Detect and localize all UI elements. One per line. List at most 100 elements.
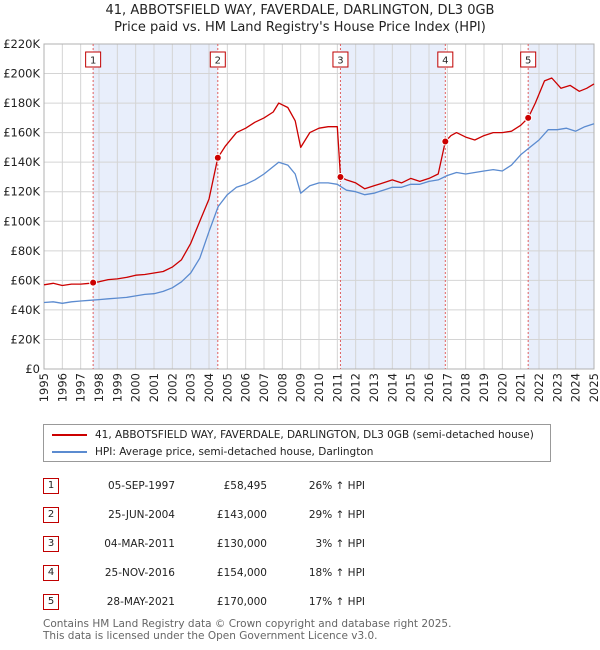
transaction-date: 25-JUN-2004 <box>108 508 175 521</box>
hpi-series-line <box>43 123 595 304</box>
transaction-price: £143,000 <box>216 508 267 521</box>
transaction-price: £58,495 <box>223 479 267 492</box>
sale-marker-labels: 1 2 3 4 5 <box>85 51 537 68</box>
sale-point <box>213 153 222 162</box>
x-tick-label: 2017 <box>440 373 454 402</box>
price-series-line <box>43 77 595 287</box>
x-tick-label: 2025 <box>587 373 600 402</box>
table-row: 5 28-MAY-2021 £170,000 17% ↑ HPI <box>43 587 463 616</box>
x-tick-label: 2007 <box>257 373 271 402</box>
legend-item-price: 41, ABBOTSFIELD WAY, FAVERDALE, DARLINGT… <box>52 427 534 443</box>
sale-marker-number: 4 <box>442 56 448 67</box>
transaction-date: 04-MAR-2011 <box>104 537 175 550</box>
transaction-date: 05-SEP-1997 <box>107 479 175 492</box>
plot-frame <box>43 43 595 370</box>
y-tick-label: £220K <box>3 37 40 51</box>
sale-marker-number: 3 <box>337 56 343 67</box>
y-tick-label: £0 <box>25 362 40 376</box>
x-tick-label: 2021 <box>514 373 528 402</box>
transaction-number: 1 <box>43 477 59 494</box>
chart-title-line-1: 41, ABBOTSFIELD WAY, FAVERDALE, DARLINGT… <box>105 3 495 18</box>
x-axis-ticks: 1995 1996 1997 1998 1999 2000 2001 2002 2003 2004… <box>37 373 600 402</box>
sale-marker-number: 5 <box>525 56 531 67</box>
transaction-price: £130,000 <box>216 537 267 550</box>
x-tick-label: 2022 <box>532 373 546 402</box>
sale-marker-number: 1 <box>90 56 96 67</box>
x-tick-label: 2016 <box>422 373 436 402</box>
chart-title-line-2: Price paid vs. HM Land Registry's House … <box>114 20 486 35</box>
y-axis-ticks: £0 £20K £40K £60K £80K £100K £120K £140K £160K £1… <box>3 37 40 376</box>
price-chart: £0 £20K £40K £60K £80K £100K £120K £140K £160K £1… <box>3 37 600 402</box>
x-tick-label: 2020 <box>495 373 509 402</box>
y-tick-label: £180K <box>3 96 40 110</box>
sale-marker-box <box>209 51 226 68</box>
sale-marker-box <box>520 51 537 68</box>
transaction-hpi: 18% ↑ HPI <box>308 566 365 579</box>
legend: 41, ABBOTSFIELD WAY, FAVERDALE, DARLINGT… <box>43 424 551 462</box>
sale-marker-box <box>332 51 349 68</box>
y-tick-label: £80K <box>11 244 41 258</box>
table-row: 3 04-MAR-2011 £130,000 3% ↑ HPI <box>43 529 463 558</box>
x-tick-label: 2002 <box>165 373 179 402</box>
shaded-period-3 <box>528 44 594 369</box>
x-tick-label: 2009 <box>294 373 308 402</box>
x-tick-label: 1996 <box>55 373 69 402</box>
legend-hpi-swatch <box>52 451 87 453</box>
sale-point <box>336 172 345 181</box>
legend-price-label: 41, ABBOTSFIELD WAY, FAVERDALE, DARLINGT… <box>95 429 534 441</box>
x-tick-label: 2023 <box>550 373 564 402</box>
x-tick-label: 2010 <box>312 373 326 402</box>
x-tick-label: 2006 <box>239 373 253 402</box>
x-tick-label: 2014 <box>385 373 399 402</box>
x-tick-label: 2012 <box>349 373 363 402</box>
x-tick-label: 1997 <box>74 373 88 402</box>
shaded-periods <box>93 44 594 369</box>
y-tick-label: £40K <box>11 303 41 317</box>
y-tick-label: £20K <box>11 332 41 346</box>
footer-copyright: Contains HM Land Registry data © Crown c… <box>43 618 452 630</box>
transaction-price: £170,000 <box>216 595 267 608</box>
transactions-table: 1 05-SEP-1997 £58,495 26% ↑ HPI 2 25-JUN… <box>43 471 463 616</box>
sale-points <box>89 113 533 287</box>
sale-marker-box <box>85 51 102 68</box>
y-tick-label: £100K <box>3 214 40 228</box>
shaded-period-2 <box>340 44 446 369</box>
x-tick-label: 2000 <box>129 373 143 402</box>
x-tick-label: 1998 <box>92 373 106 402</box>
x-tick-label: 2019 <box>477 373 491 402</box>
transaction-hpi: 26% ↑ HPI <box>308 479 365 492</box>
x-tick-label: 2024 <box>569 373 583 402</box>
x-tick-label: 2005 <box>220 373 234 402</box>
x-tick-label: 2008 <box>275 373 289 402</box>
x-tick-label: 2018 <box>459 373 473 402</box>
footer: Contains HM Land Registry data © Crown c… <box>43 618 451 642</box>
legend-hpi-label: HPI: Average price, semi-detached house,… <box>95 446 374 458</box>
y-tick-label: £160K <box>3 126 40 140</box>
sale-point <box>441 137 450 146</box>
footer-licence: This data is licensed under the Open Gov… <box>43 630 378 642</box>
sale-marker-number: 2 <box>215 56 221 67</box>
x-tick-label: 1995 <box>37 373 51 402</box>
sale-marker-box <box>437 51 454 68</box>
transaction-number: 3 <box>43 535 59 552</box>
transaction-number: 5 <box>43 593 59 610</box>
sale-point <box>524 113 533 122</box>
sale-point <box>89 278 98 287</box>
y-tick-label: £200K <box>3 67 40 81</box>
transaction-price: £154,000 <box>216 566 267 579</box>
y-tick-label: £140K <box>3 155 40 169</box>
x-tick-label: 2004 <box>202 373 216 402</box>
table-row: 4 25-NOV-2016 £154,000 18% ↑ HPI <box>43 558 463 587</box>
y-tick-label: £120K <box>3 185 40 199</box>
transaction-number: 2 <box>43 506 59 523</box>
transaction-hpi: 29% ↑ HPI <box>308 508 365 521</box>
gridlines <box>43 43 595 370</box>
table-row: 1 05-SEP-1997 £58,495 26% ↑ HPI <box>43 471 463 500</box>
table-row: 2 25-JUN-2004 £143,000 29% ↑ HPI <box>43 500 463 529</box>
chart-title: 41, ABBOTSFIELD WAY, FAVERDALE, DARLINGT… <box>0 2 600 36</box>
shaded-period-1 <box>93 44 218 369</box>
transaction-date: 28-MAY-2021 <box>106 595 175 608</box>
x-tick-label: 2015 <box>404 373 418 402</box>
x-tick-label: 2001 <box>147 373 161 402</box>
x-tick-label: 1999 <box>110 373 124 402</box>
